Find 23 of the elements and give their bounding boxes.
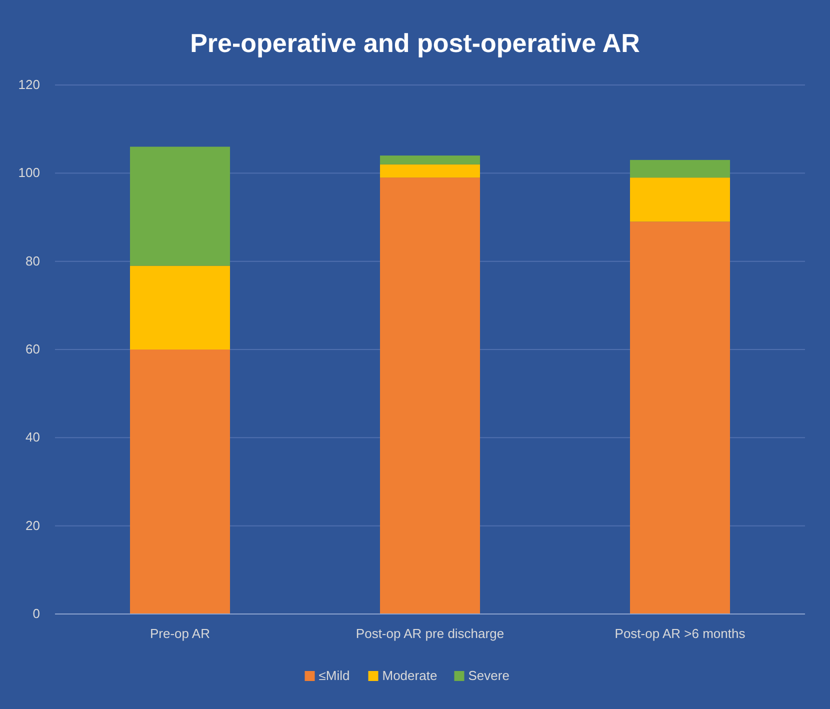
y-tick-label: 20 [26,518,40,533]
legend-label: Severe [468,668,510,683]
bar [630,222,730,614]
y-tick-label: 0 [32,606,40,621]
y-tick-label: 80 [26,253,40,268]
bar [630,160,730,178]
bar [380,178,480,614]
x-tick-label: Pre-op AR [150,626,210,641]
bar [130,146,230,266]
y-tick-label: 40 [26,430,40,445]
y-tick-label: 120 [18,77,40,92]
bar [380,156,480,164]
x-tick-label: Post-op AR pre discharge [356,626,504,641]
chart-title: Pre-operative and post-operative AR [190,28,640,58]
bar [130,350,230,614]
y-tick-label: 100 [18,165,40,180]
legend-label: Moderate [382,668,438,683]
y-tick-label: 60 [26,342,40,356]
bar [130,266,230,350]
bar [630,178,730,222]
x-tick-label: Post-op AR >6 months [614,626,746,641]
legend-label: ≤Mild [318,668,350,683]
bar [380,164,480,178]
